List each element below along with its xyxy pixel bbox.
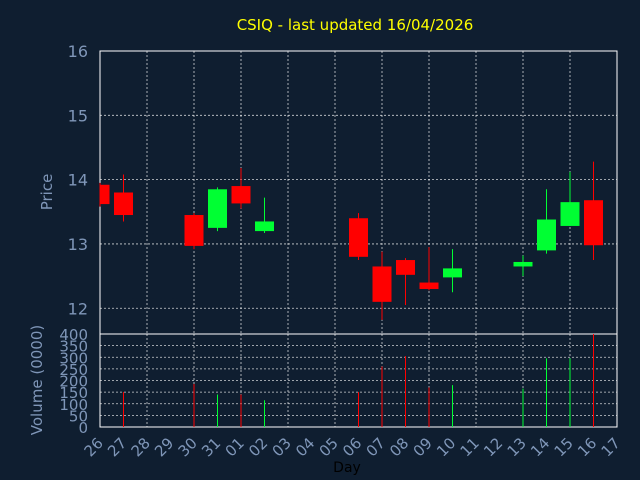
x-tick-label: 15 <box>551 434 577 460</box>
candle-body <box>184 215 204 246</box>
x-tick-label: 12 <box>480 434 506 460</box>
volume-tick-label: 400 <box>59 326 88 344</box>
chart-title: CSIQ - last updated 16/04/2026 <box>237 16 474 34</box>
volume-tick-label: 50 <box>69 407 88 425</box>
x-tick-label: 30 <box>175 434 201 460</box>
x-tick-label: 13 <box>504 434 530 460</box>
x-tick-label: 06 <box>339 434 365 460</box>
x-tick-label: 09 <box>410 434 436 460</box>
candle-body <box>513 261 533 267</box>
price-plot-frame <box>99 50 618 335</box>
x-tick-label: 16 <box>574 434 600 460</box>
price-tick-label: 13 <box>68 235 88 254</box>
price-tick-label: 12 <box>68 299 88 318</box>
x-tick-label: 26 <box>81 434 107 460</box>
candle-body <box>231 186 251 204</box>
candle-body <box>537 219 556 251</box>
candle-body <box>349 218 368 257</box>
volume-tick-label: 0 <box>78 419 88 437</box>
x-tick-label: 11 <box>457 434 483 460</box>
price-tick-label: 16 <box>68 42 88 61</box>
x-tick-label: 29 <box>151 434 177 460</box>
volume-tick-label: 100 <box>59 396 88 414</box>
x-axis-ticks: 2627282930310102030405060708091011121314… <box>81 434 624 460</box>
x-tick-label: 04 <box>292 434 318 460</box>
candle-body <box>255 221 274 232</box>
candle-body <box>100 184 110 205</box>
candle-body <box>114 192 133 216</box>
price-panel: 12 13 14 15 16 <box>68 42 618 335</box>
x-tick-label: 07 <box>363 434 389 460</box>
volume-tick-label: 150 <box>59 384 88 402</box>
candle-body <box>208 189 227 228</box>
x-tick-label: 10 <box>433 434 459 460</box>
volume-tick-label: 300 <box>59 349 88 367</box>
price-tick-label: 15 <box>68 106 88 125</box>
price-tick-label: 14 <box>68 171 88 190</box>
x-tick-label: 28 <box>128 434 154 460</box>
x-tick-label: 27 <box>104 434 130 460</box>
volume-tick-label: 200 <box>59 373 88 391</box>
price-axis-label: Price <box>38 174 56 211</box>
x-tick-label: 01 <box>222 434 248 460</box>
volume-tick-label: 350 <box>59 338 88 356</box>
volume-axis-label: Volume (0000) <box>28 325 46 435</box>
x-tick-label: 31 <box>198 434 224 460</box>
x-tick-label: 17 <box>598 434 624 460</box>
candle-body <box>396 260 415 275</box>
candle-body <box>372 266 392 302</box>
candle-body <box>560 202 580 226</box>
candle-body <box>419 282 439 289</box>
x-tick-label: 14 <box>527 434 553 460</box>
x-tick-label: 08 <box>386 434 412 460</box>
x-tick-label: 02 <box>245 434 271 460</box>
x-axis-label: Day <box>333 460 361 476</box>
candle-body <box>443 268 462 278</box>
candle-body <box>584 200 603 246</box>
volume-tick-label: 250 <box>59 361 88 379</box>
x-tick-label: 05 <box>316 434 342 460</box>
x-tick-label: 03 <box>269 434 295 460</box>
